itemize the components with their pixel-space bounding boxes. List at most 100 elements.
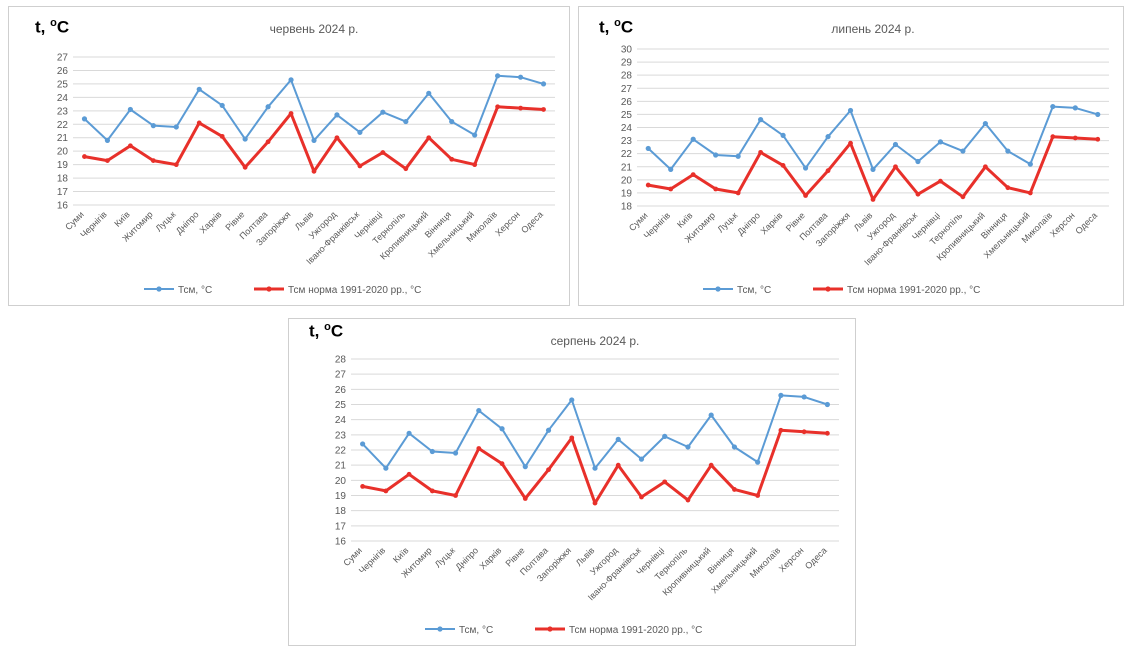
data-point <box>219 102 225 109</box>
x-tick-label: Херсон <box>777 545 806 574</box>
y-unit-label: t, oC <box>599 17 634 37</box>
legend-label: Тсм норма 1991-2020 рр., °С <box>569 625 702 636</box>
data-point <box>915 158 921 165</box>
data-point <box>982 120 988 127</box>
data-point <box>1005 148 1011 154</box>
y-tick-label: 26 <box>57 66 69 77</box>
data-point <box>173 124 179 130</box>
data-point <box>1027 190 1033 196</box>
data-point <box>690 136 696 142</box>
data-point <box>893 164 898 170</box>
data-point <box>499 426 505 432</box>
data-point <box>1005 185 1011 191</box>
data-point <box>403 118 409 125</box>
data-point <box>357 129 363 135</box>
data-point <box>824 401 830 408</box>
legend-marker <box>437 626 443 632</box>
chart-title: червень 2024 р. <box>270 22 359 36</box>
data-point <box>383 488 389 494</box>
data-point <box>360 484 366 489</box>
data-point <box>915 191 921 197</box>
chart-panel-july: t, oC липень 2024 р. 18 19 20 21 22 23 24 25 26 27… <box>578 6 1124 306</box>
data-point <box>334 135 340 141</box>
data-point <box>780 132 786 138</box>
x-tick-label: Чернігів <box>357 545 388 576</box>
data-point <box>1072 105 1078 111</box>
y-tick-label: 27 <box>57 53 69 64</box>
data-point <box>546 467 551 473</box>
data-point <box>499 461 505 467</box>
y-tick-label: 18 <box>57 174 69 185</box>
y-tick-label: 26 <box>335 385 347 396</box>
x-tick-label: Дніпро <box>453 545 480 572</box>
data-point <box>668 186 674 192</box>
x-tick-label: Харків <box>759 210 785 236</box>
data-point <box>495 104 501 110</box>
x-tick-label: Одеса <box>803 545 829 571</box>
x-tick-label: Дніпро <box>735 210 762 237</box>
data-point <box>288 111 294 116</box>
data-point <box>824 430 830 436</box>
y-tick-label: 22 <box>621 149 633 160</box>
data-point <box>242 164 248 170</box>
x-tick-label: Херсон <box>493 209 522 238</box>
data-point <box>713 152 719 158</box>
y-tick-label: 16 <box>57 201 69 212</box>
data-point <box>758 149 764 155</box>
data-point <box>825 168 831 174</box>
data-point <box>848 140 853 146</box>
data-point <box>638 456 645 462</box>
line-chart: червень 2024 р.161718192021222324252627С… <box>57 22 555 296</box>
y-tick-label: 21 <box>57 133 69 144</box>
chart-title: липень 2024 р. <box>831 22 914 36</box>
data-point <box>426 90 432 96</box>
x-tick-label: Київ <box>391 545 411 565</box>
data-point <box>472 132 478 138</box>
data-point <box>615 436 621 442</box>
data-point <box>732 487 737 492</box>
data-point <box>668 166 674 172</box>
y-tick-label: 25 <box>335 400 347 411</box>
data-point <box>892 141 899 148</box>
data-point <box>452 450 459 456</box>
data-point <box>708 412 714 418</box>
data-point <box>780 163 786 168</box>
chart-panel-august: t, oC серпень 2024 р. 16 17 18 19 20 21 22 23 24 2… <box>288 318 856 646</box>
data-point <box>426 135 432 141</box>
data-point <box>540 81 547 87</box>
data-point <box>615 462 621 468</box>
y-tick-label: 20 <box>57 147 69 158</box>
data-point <box>569 435 575 441</box>
data-point <box>1095 111 1101 118</box>
data-point <box>406 430 412 436</box>
data-point <box>735 153 741 159</box>
y-tick-label: 19 <box>57 160 69 171</box>
data-point <box>104 137 111 144</box>
data-point <box>127 106 133 113</box>
y-unit-label: t, oC <box>35 17 70 37</box>
data-point <box>219 133 225 139</box>
data-point <box>311 168 317 174</box>
y-tick-label: 28 <box>621 71 633 82</box>
y-tick-label: 27 <box>621 84 633 95</box>
y-tick-label: 21 <box>335 461 347 472</box>
data-point <box>311 137 317 144</box>
data-point <box>429 448 435 455</box>
data-point <box>1050 134 1056 140</box>
data-point <box>778 427 784 433</box>
chart-panel-june: t, oC червень 2024 р. 16 17 18 19 20 21 22 23 24 2… <box>8 6 570 306</box>
line-chart: липень 2024 р. 18 19 20 21 22 23 24 25 26 27 28 29 30… <box>621 22 1109 296</box>
data-point <box>735 190 741 196</box>
data-point <box>569 397 575 403</box>
data-point <box>758 117 764 123</box>
data-point <box>778 392 784 398</box>
data-point <box>360 441 366 447</box>
data-point <box>685 444 691 450</box>
data-point <box>937 139 944 145</box>
chart-title: серпень 2024 р. <box>551 334 640 348</box>
legend-label: Тсм, °С <box>737 285 771 296</box>
y-tick-label: 23 <box>57 106 69 117</box>
data-point <box>870 166 876 172</box>
data-point <box>105 158 110 164</box>
data-point <box>801 429 807 435</box>
